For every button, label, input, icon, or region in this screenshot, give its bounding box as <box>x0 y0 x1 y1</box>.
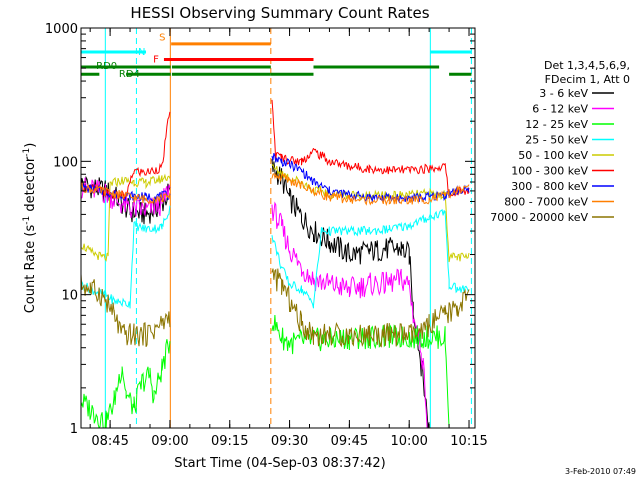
y-axis-label-part: Count Rate (s <box>23 225 38 314</box>
flag-label-n: N <box>138 47 145 58</box>
series-line <box>81 177 428 428</box>
series-line <box>81 172 470 207</box>
chart-title: HESSI Observing Summary Count Rates <box>130 4 429 22</box>
flag-label-s: S <box>159 33 165 44</box>
x-tick-label: 10:00 <box>390 434 427 449</box>
series-line <box>81 268 470 348</box>
x-axis-label: Start Time (04-Sep-03 08:37:42) <box>174 456 385 471</box>
y-tick-label: 10 <box>61 289 78 304</box>
legend-header-line: Det 1,3,4,5,6,9, <box>544 59 630 72</box>
footer-date: 3-Feb-2010 07:49 <box>565 467 636 476</box>
legend-item-label: 100 - 300 keV <box>511 165 588 178</box>
legend-item-label: 6 - 12 keV <box>532 103 588 116</box>
series-line <box>81 314 450 428</box>
y-axis-label-sup: -1 <box>22 216 32 225</box>
legend-item-label: 800 - 7000 keV <box>504 196 588 209</box>
y-tick-label: 1 <box>70 422 78 437</box>
series-line <box>81 99 470 200</box>
y-axis-label-sup: -1 <box>22 148 32 157</box>
x-tick-label: 09:00 <box>151 434 188 449</box>
x-tick-label: 08:45 <box>91 434 128 449</box>
legend-item-label: 50 - 100 keV <box>518 149 588 162</box>
legend-item-label: 25 - 50 keV <box>525 134 588 147</box>
y-axis-label-part: ) <box>23 143 38 148</box>
legend-item-label: 7000 - 20000 keV <box>490 211 588 224</box>
flag-label-f: F <box>153 55 159 66</box>
y-axis-label: Count Rate (s-1 detector-1) <box>22 143 38 314</box>
y-axis-label-part: detector <box>23 156 38 216</box>
legend: Det 1,3,4,5,6,9, FDecim 1, Att 0 3 - 6 k… <box>490 59 630 224</box>
y-tick-label: 1000 <box>45 22 78 37</box>
legend-item-label: 12 - 25 keV <box>525 118 588 131</box>
flag-label-rd4: RD4 <box>119 69 140 80</box>
flag-label-rd0: RD0 <box>96 61 117 72</box>
x-tick-label: 09:30 <box>271 434 308 449</box>
series-line <box>81 205 470 309</box>
legend-item-label: 300 - 800 keV <box>511 180 588 193</box>
x-tick-label: 09:15 <box>211 434 248 449</box>
plot-frame <box>80 27 476 429</box>
legend-header-line: FDecim 1, Att 0 <box>545 73 630 86</box>
x-tick-label: 10:15 <box>450 434 487 449</box>
x-tick-label: 09:45 <box>331 434 368 449</box>
y-tick-label: 100 <box>53 155 78 170</box>
legend-item-label: 3 - 6 keV <box>539 87 588 100</box>
